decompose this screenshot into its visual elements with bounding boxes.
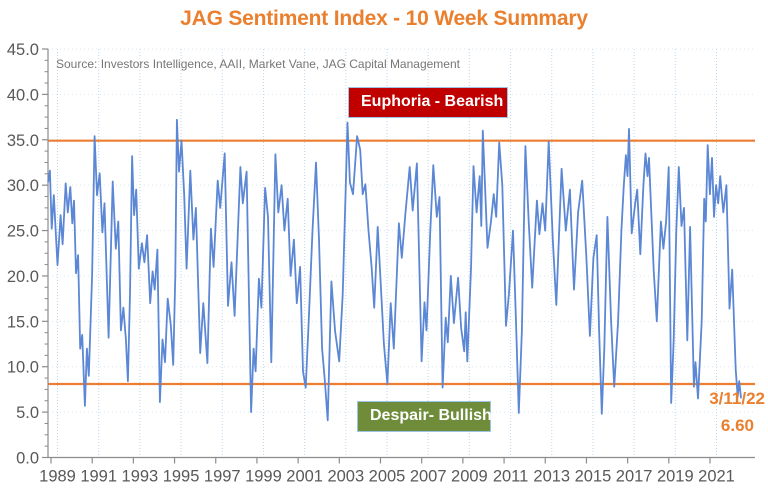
y-tick-label: 35.0 (7, 132, 39, 150)
series-line (47, 118, 742, 422)
x-tick-label: 2013 (533, 468, 570, 486)
x-tick-label: 1991 (80, 468, 117, 486)
x-tick-label: 1997 (204, 468, 241, 486)
y-tick-label: 0.0 (16, 450, 39, 468)
x-tick-label: 1989 (39, 468, 76, 486)
euphoria-bearish-text: Euphoria - Bearish (361, 93, 504, 110)
y-tick-label: 20.0 (7, 268, 39, 286)
x-tick-label: 1995 (163, 468, 200, 486)
y-tick-label: 40.0 (7, 86, 39, 104)
x-tick-label: 2007 (410, 468, 447, 486)
y-tick-label: 15.0 (7, 313, 39, 331)
y-tick-label: 45.0 (7, 41, 39, 59)
despair-bullish-text: Despair- Bullish (370, 407, 492, 424)
page-title: JAG Sentiment Index - 10 Week Summary (180, 7, 588, 30)
y-tick-label: 10.0 (7, 359, 39, 377)
euphoria-bearish-label: Euphoria - Bearish (348, 87, 508, 118)
x-tick-label: 2001 (286, 468, 323, 486)
x-tick-label: 2021 (698, 468, 735, 486)
source-note: Source: Investors Intelligence, AAII, Ma… (56, 57, 460, 71)
x-tick-label: 2015 (575, 468, 612, 486)
x-tick-label: 2009 (451, 468, 488, 486)
x-tick-label: 2011 (493, 468, 528, 486)
y-tick-label: 25.0 (7, 223, 39, 241)
despair-bullish-label: Despair- Bullish (357, 401, 492, 432)
x-tick-label: 2019 (657, 468, 694, 486)
latest-reading-value: 6.60 (720, 416, 754, 436)
x-tick-label: 1999 (245, 468, 282, 486)
y-tick-label: 30.0 (7, 177, 39, 195)
x-tick-label: 1993 (122, 468, 159, 486)
y-tick-label: 5.0 (16, 404, 39, 422)
latest-reading-annotation: 3/11/22 6.60 (709, 385, 765, 439)
latest-reading-date: 3/11/22 (709, 389, 765, 408)
x-tick-label: 2005 (369, 468, 406, 486)
x-tick-label: 2003 (327, 468, 364, 486)
x-tick-label: 2017 (616, 468, 653, 486)
